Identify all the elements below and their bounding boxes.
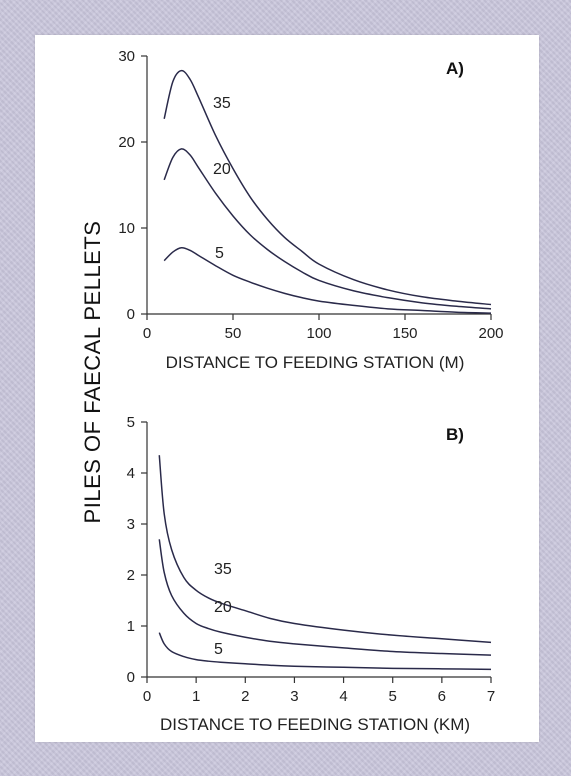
panel-b-series-20-label: 20 [214, 599, 232, 616]
panel-a-series-5-line [163, 247, 492, 314]
panel-a-y-tick-label: 10 [118, 220, 135, 237]
panel-b-x-tick-label: 1 [192, 688, 200, 705]
panel-a-x-tick-label: 0 [143, 325, 151, 342]
panel-a-series-5-label: 5 [215, 245, 224, 262]
figure-panel [35, 35, 539, 742]
panel-b-x-tick-label: 6 [438, 688, 446, 705]
panel-a-y-tick-label: 20 [118, 134, 135, 151]
panel-b-x-tick-label: 3 [290, 688, 298, 705]
panel-b-x-tick-label: 4 [339, 688, 347, 705]
panel-a-y-tick-label: 0 [127, 306, 135, 323]
panel-a-x-tick-label: 100 [306, 325, 331, 342]
panel-a-x-axis-title: DISTANCE TO FEEDING STATION (M) [166, 353, 465, 372]
panel-a-series-20-label: 20 [213, 161, 231, 178]
panel-b-x-tick-label: 7 [487, 688, 495, 705]
panel-b-series-20-line [158, 539, 492, 656]
panel-b-x-tick-label: 5 [389, 688, 397, 705]
panel-b-y-tick-label: 5 [127, 414, 135, 431]
panel-a-x-tick-label: 200 [478, 325, 503, 342]
panel-b-x-axis-title: DISTANCE TO FEEDING STATION (KM) [160, 715, 470, 734]
panel-b-x-tick-label: 2 [241, 688, 249, 705]
panel-b-y-tick-label: 1 [127, 618, 135, 635]
panel-a-series-35-label: 35 [213, 95, 231, 112]
panel-b-y-tick-label: 2 [127, 567, 135, 584]
y-axis-title: PILES OF FAECAL PELLETS [80, 221, 105, 524]
panel-a-series-20-line [163, 148, 492, 310]
panel-a-series-35-line [163, 69, 492, 306]
panel-a-x-tick-label: 150 [392, 325, 417, 342]
panel-b-series-35-line [158, 455, 492, 644]
panel-a-y-tick-label: 30 [118, 48, 135, 65]
panel-a-label: A) [446, 59, 464, 78]
panel-b-y-tick-label: 4 [127, 465, 135, 482]
panel-b-x-tick-label: 0 [143, 688, 151, 705]
panel-b-y-tick-label: 3 [127, 516, 135, 533]
panel-b-series-35-label: 35 [214, 561, 232, 578]
panel-b-label: B) [446, 425, 464, 444]
panel-a-x-tick-label: 50 [225, 325, 242, 342]
panel-b-series-5-label: 5 [214, 641, 223, 658]
panel-b-series-5-line [158, 632, 492, 671]
panel-b-y-tick-label: 0 [127, 669, 135, 686]
